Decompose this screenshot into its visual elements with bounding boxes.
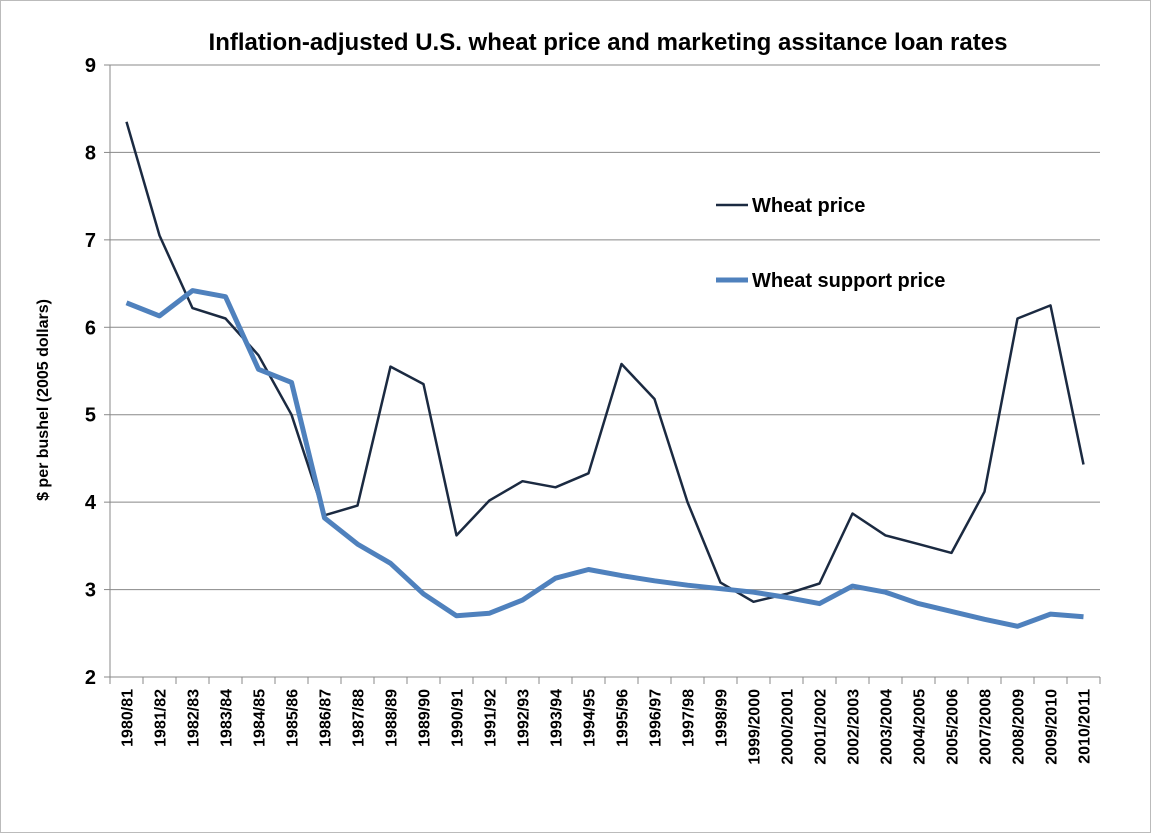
x-tick-label: 1989/90 [417,689,434,747]
series-line [125,121,1085,604]
chart-title: Inflation-adjusted U.S. wheat price and … [209,29,1008,56]
x-tick-label: 2010/2011 [1077,689,1094,764]
y-tick-label: 4 [85,492,97,514]
x-tick-label: 1991/92 [483,689,500,747]
y-tick-label: 5 [85,405,96,427]
x-tick-label: 1983/84 [219,689,236,747]
x-tick-label: 1999/2000 [747,689,764,765]
x-tick-label: 2008/2009 [1011,689,1028,765]
y-tick-label: 3 [85,580,96,602]
x-tick-label: 2007/2008 [978,689,995,765]
y-tick-label: 7 [85,230,96,252]
x-tick-label: 2004/2005 [912,689,929,765]
x-tick-label: 1990/91 [450,689,467,747]
x-tick-label: 1984/85 [252,689,269,747]
x-tick-label: 1987/88 [351,689,368,747]
x-tick-label: 2000/2001 [780,689,797,765]
x-tick-label: 1980/81 [120,689,137,747]
y-axis-title: $ per bushel (2005 dollars) [35,299,52,501]
x-tick-label: 1995/96 [615,689,632,747]
x-tick-label: 1981/82 [153,689,170,747]
x-tick-label: 2005/2006 [945,689,962,765]
x-tick-label: 1992/93 [516,689,533,747]
x-tick-label: 1997/98 [681,689,698,747]
y-tick-label: 6 [85,317,96,339]
x-tick-label: 2001/2002 [813,689,830,765]
x-tick-label: 1985/86 [285,689,302,747]
x-tick-label: 2009/2010 [1044,689,1061,765]
series-line [125,288,1084,629]
x-tick-label: 2003/2004 [879,689,896,765]
legend-label: Wheat support price [752,270,945,292]
x-tick-label: 1994/95 [582,689,599,747]
x-tick-label: 1993/94 [549,689,566,747]
y-tick-label: 2 [85,667,96,689]
y-tick-label: 8 [85,142,96,164]
y-tick-label: 9 [85,55,96,77]
x-tick-label: 1986/87 [318,689,335,747]
x-tick-label: 1998/99 [714,689,731,747]
legend-label: Wheat price [752,195,865,217]
x-tick-label: 1982/83 [186,689,203,747]
x-tick-label: 1996/97 [648,689,665,747]
x-tick-label: 2002/2003 [846,689,863,765]
x-tick-label: 1988/89 [384,689,401,747]
